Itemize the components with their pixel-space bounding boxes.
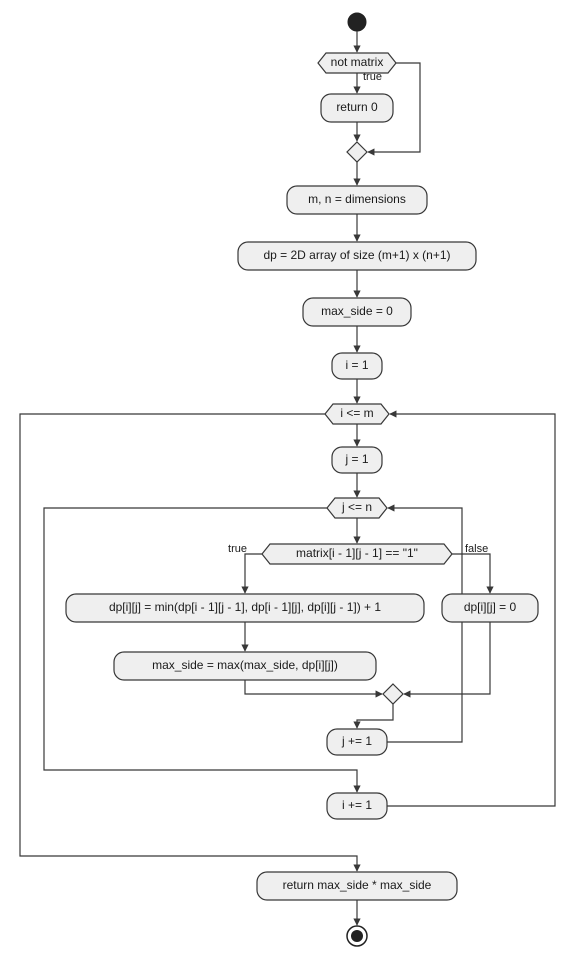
edge — [357, 704, 393, 728]
edge-label-true: true — [228, 543, 247, 555]
action-label: m, n = dimensions — [308, 192, 406, 206]
edge — [404, 622, 490, 694]
action-label: max_side = 0 — [321, 304, 393, 318]
action-label: return max_side * max_side — [283, 878, 432, 892]
decision-label: not matrix — [331, 55, 384, 69]
merge-node — [383, 684, 403, 704]
action-label: dp[i][j] = 0 — [464, 600, 517, 614]
edge — [452, 554, 490, 593]
action-label: i = 1 — [345, 358, 368, 372]
start-node — [348, 13, 366, 31]
action-label: i += 1 — [342, 798, 372, 812]
action-label: dp = 2D array of size (m+1) x (n+1) — [263, 248, 450, 262]
action-label: dp[i][j] = min(dp[i - 1][j - 1], dp[i - … — [109, 600, 381, 614]
action-label: j += 1 — [341, 734, 372, 748]
edge-label-false: false — [465, 543, 488, 555]
decision-label: i <= m — [340, 406, 373, 420]
action-label: max_side = max(max_side, dp[i][j]) — [152, 658, 338, 672]
decision-label: j <= n — [341, 500, 372, 514]
action-label: return 0 — [336, 100, 378, 114]
merge-node — [347, 142, 367, 162]
edge — [245, 680, 382, 694]
end-node-inner — [351, 930, 363, 942]
edge — [20, 414, 357, 871]
decision-label: matrix[i - 1][j - 1] == "1" — [296, 546, 418, 560]
edge — [387, 508, 462, 742]
edge — [245, 554, 262, 593]
action-label: j = 1 — [344, 452, 368, 466]
